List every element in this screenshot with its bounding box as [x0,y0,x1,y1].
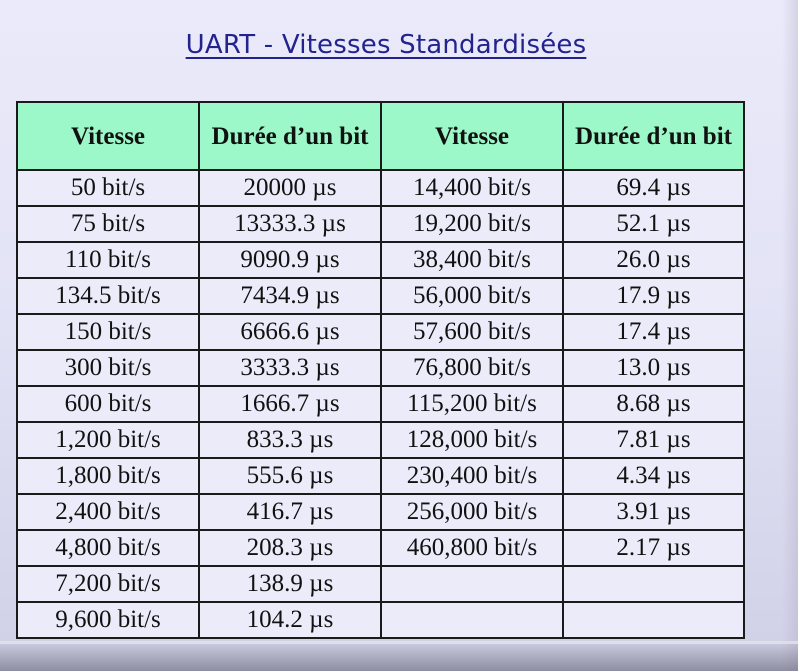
cell-bit-duration-left: 104.2 µs [198,601,382,639]
cell-speed-left: 134.5 bit/s [16,277,200,315]
cell-bit-duration-right: 52.1 µs [562,205,745,243]
cell-bit-duration-left: 416.7 µs [198,493,382,531]
cell-bit-duration-right: 13.0 µs [562,349,745,387]
cell-speed-left: 75 bit/s [16,205,200,243]
cell-speed-left: 2,400 bit/s [16,493,200,531]
header-bit-duration-right: Durée d’un bit [562,101,745,171]
table-row: 4,800 bit/s 208.3 µs 460,800 bit/s 2.17 µs [16,529,745,567]
table-row: 50 bit/s 20000 µs 14,400 bit/s 69.4 µs [16,169,745,207]
cell-speed-right: 19,200 bit/s [380,205,564,243]
table-header-row: Vitesse Durée d’un bit Vitesse Durée d’u… [16,101,745,171]
uart-speed-table: Vitesse Durée d’un bit Vitesse Durée d’u… [16,101,745,639]
cell-bit-duration-right: 7.81 µs [562,421,745,459]
video-progress-bar[interactable] [0,641,798,644]
table-row: 75 bit/s 13333.3 µs 19,200 bit/s 52.1 µs [16,205,745,243]
cell-speed-left: 600 bit/s [16,385,200,423]
table-row: 110 bit/s 9090.9 µs 38,400 bit/s 26.0 µs [16,241,745,279]
cell-speed-right [380,565,564,603]
cell-speed-right: 56,000 bit/s [380,277,564,315]
cell-speed-right: 38,400 bit/s [380,241,564,279]
video-control-shade [0,640,798,671]
cell-speed-right [380,601,564,639]
cell-bit-duration-left: 20000 µs [198,169,382,207]
cell-bit-duration-right: 17.4 µs [562,313,745,351]
cell-bit-duration-left: 3333.3 µs [198,349,382,387]
cell-speed-right: 14,400 bit/s [380,169,564,207]
cell-bit-duration-right: 17.9 µs [562,277,745,315]
table-row: 600 bit/s 1666.7 µs 115,200 bit/s 8.68 µs [16,385,745,423]
cell-bit-duration-left: 6666.6 µs [198,313,382,351]
cell-speed-left: 50 bit/s [16,169,200,207]
cell-bit-duration-left: 13333.3 µs [198,205,382,243]
header-speed-right: Vitesse [380,101,564,171]
table-row: 9,600 bit/s 104.2 µs [16,601,745,639]
table-row: 2,400 bit/s 416.7 µs 256,000 bit/s 3.91 µs [16,493,745,531]
cell-bit-duration-right: 3.91 µs [562,493,745,531]
cell-bit-duration-right [562,601,745,639]
cell-speed-left: 110 bit/s [16,241,200,279]
table-row: 7,200 bit/s 138.9 µs [16,565,745,603]
cell-bit-duration-right: 8.68 µs [562,385,745,423]
table-row: 300 bit/s 3333.3 µs 76,800 bit/s 13.0 µs [16,349,745,387]
table-row: 134.5 bit/s 7434.9 µs 56,000 bit/s 17.9 µs [16,277,745,315]
cell-speed-left: 150 bit/s [16,313,200,351]
cell-bit-duration-right: 69.4 µs [562,169,745,207]
cell-bit-duration-left: 7434.9 µs [198,277,382,315]
cell-bit-duration-right: 26.0 µs [562,241,745,279]
table-row: 1,200 bit/s 833.3 µs 128,000 bit/s 7.81 µs [16,421,745,459]
cell-speed-left: 1,800 bit/s [16,457,200,495]
cell-speed-left: 9,600 bit/s [16,601,200,639]
cell-speed-right: 76,800 bit/s [380,349,564,387]
cell-bit-duration-right: 4.34 µs [562,457,745,495]
cell-bit-duration-left: 1666.7 µs [198,385,382,423]
cell-speed-right: 256,000 bit/s [380,493,564,531]
slide-title: UART - Vitesses Standardisées [0,30,772,60]
cell-bit-duration-right: 2.17 µs [562,529,745,567]
cell-bit-duration-left: 9090.9 µs [198,241,382,279]
cell-speed-left: 300 bit/s [16,349,200,387]
cell-bit-duration-left: 208.3 µs [198,529,382,567]
table-body: 50 bit/s 20000 µs 14,400 bit/s 69.4 µs 75 bi… [16,169,745,639]
cell-speed-right: 57,600 bit/s [380,313,564,351]
header-bit-duration-left: Durée d’un bit [198,101,382,171]
cell-speed-left: 1,200 bit/s [16,421,200,459]
cell-bit-duration-left: 138.9 µs [198,565,382,603]
cell-speed-right: 128,000 bit/s [380,421,564,459]
cell-speed-right: 460,800 bit/s [380,529,564,567]
cell-speed-right: 230,400 bit/s [380,457,564,495]
cell-bit-duration-left: 555.6 µs [198,457,382,495]
slide-edge-shade [782,0,798,671]
cell-bit-duration-right [562,565,745,603]
table-row: 1,800 bit/s 555.6 µs 230,400 bit/s 4.34 µs [16,457,745,495]
cell-speed-left: 7,200 bit/s [16,565,200,603]
header-speed-left: Vitesse [16,101,200,171]
cell-speed-left: 4,800 bit/s [16,529,200,567]
slide-title-text: UART - Vitesses Standardisées [185,30,587,60]
table-row: 150 bit/s 6666.6 µs 57,600 bit/s 17.4 µs [16,313,745,351]
cell-speed-right: 115,200 bit/s [380,385,564,423]
cell-bit-duration-left: 833.3 µs [198,421,382,459]
